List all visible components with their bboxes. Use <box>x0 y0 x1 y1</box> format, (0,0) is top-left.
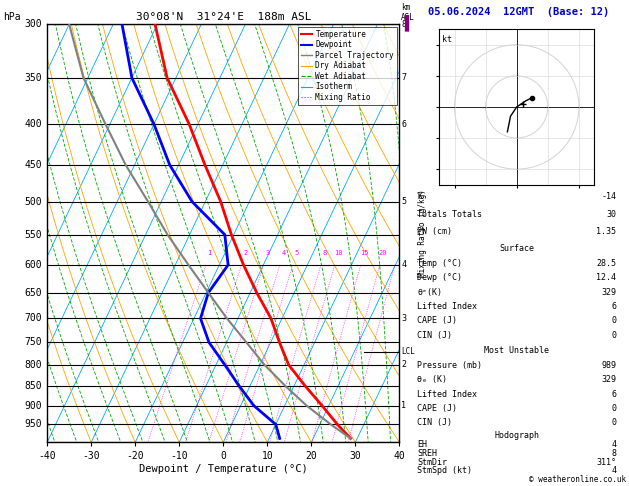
Text: 650: 650 <box>25 288 42 298</box>
Title: 30°08'N  31°24'E  188m ASL: 30°08'N 31°24'E 188m ASL <box>135 12 311 22</box>
Text: 850: 850 <box>25 381 42 391</box>
Text: Most Unstable: Most Unstable <box>484 347 549 355</box>
Text: 2: 2 <box>401 360 406 369</box>
Text: 05.06.2024  12GMT  (Base: 12): 05.06.2024 12GMT (Base: 12) <box>428 7 609 17</box>
Text: 15: 15 <box>360 250 369 256</box>
Text: 30: 30 <box>606 210 616 219</box>
Text: SREH: SREH <box>417 449 437 458</box>
Text: hPa: hPa <box>3 12 21 22</box>
Text: CIN (J): CIN (J) <box>417 418 452 427</box>
Text: θₑ (K): θₑ (K) <box>417 375 447 384</box>
Text: 800: 800 <box>25 360 42 370</box>
Text: CAPE (J): CAPE (J) <box>417 404 457 413</box>
Text: 311°: 311° <box>596 457 616 467</box>
Text: 3: 3 <box>265 250 269 256</box>
Text: ▌: ▌ <box>404 15 413 31</box>
Text: 10: 10 <box>334 250 342 256</box>
Text: 900: 900 <box>25 400 42 411</box>
Text: -14: -14 <box>601 192 616 201</box>
Text: 300: 300 <box>25 19 42 29</box>
Text: kt: kt <box>442 35 452 44</box>
Text: 0: 0 <box>611 331 616 340</box>
Text: 0: 0 <box>611 316 616 326</box>
Text: 3: 3 <box>401 314 406 323</box>
Text: 500: 500 <box>25 197 42 207</box>
Text: Mixing Ratio (g/kg): Mixing Ratio (g/kg) <box>418 190 427 277</box>
Text: 6: 6 <box>401 120 406 129</box>
Text: 2: 2 <box>243 250 247 256</box>
Text: 450: 450 <box>25 160 42 170</box>
Text: 28.5: 28.5 <box>596 259 616 268</box>
Text: 4: 4 <box>281 250 286 256</box>
Text: km
ASL: km ASL <box>401 3 415 22</box>
Text: 1: 1 <box>208 250 212 256</box>
Text: 4: 4 <box>611 467 616 475</box>
Text: 20: 20 <box>379 250 387 256</box>
Text: Lifted Index: Lifted Index <box>417 390 477 399</box>
Text: Temp (°C): Temp (°C) <box>417 259 462 268</box>
Text: 5: 5 <box>401 197 406 206</box>
Text: EH: EH <box>417 440 427 449</box>
Text: 4: 4 <box>401 260 406 269</box>
Text: LCL: LCL <box>401 347 415 356</box>
Legend: Temperature, Dewpoint, Parcel Trajectory, Dry Adiabat, Wet Adiabat, Isotherm, Mi: Temperature, Dewpoint, Parcel Trajectory… <box>298 27 397 105</box>
Text: Pressure (mb): Pressure (mb) <box>417 361 482 370</box>
Text: 600: 600 <box>25 260 42 270</box>
Text: Lifted Index: Lifted Index <box>417 302 477 311</box>
Text: 0: 0 <box>611 404 616 413</box>
Text: 750: 750 <box>25 337 42 347</box>
Text: 950: 950 <box>25 419 42 430</box>
Text: 329: 329 <box>601 288 616 296</box>
Text: 0: 0 <box>611 418 616 427</box>
Text: 550: 550 <box>25 230 42 240</box>
Text: 4: 4 <box>611 440 616 449</box>
Text: 1.35: 1.35 <box>596 227 616 236</box>
Text: StmSpd (kt): StmSpd (kt) <box>417 467 472 475</box>
X-axis label: Dewpoint / Temperature (°C): Dewpoint / Temperature (°C) <box>139 464 308 474</box>
Text: 8: 8 <box>401 20 406 29</box>
Text: © weatheronline.co.uk: © weatheronline.co.uk <box>529 474 626 484</box>
Text: 350: 350 <box>25 73 42 83</box>
Text: 7: 7 <box>401 73 406 82</box>
Text: 6: 6 <box>611 390 616 399</box>
Text: Totals Totals: Totals Totals <box>417 210 482 219</box>
Text: 6: 6 <box>611 302 616 311</box>
Text: 989: 989 <box>601 361 616 370</box>
Text: 8: 8 <box>611 449 616 458</box>
Text: 8: 8 <box>322 250 326 256</box>
Text: 700: 700 <box>25 313 42 324</box>
Text: StmDir: StmDir <box>417 457 447 467</box>
Text: PW (cm): PW (cm) <box>417 227 452 236</box>
Text: 12.4: 12.4 <box>596 273 616 282</box>
Text: Hodograph: Hodograph <box>494 431 539 440</box>
Text: θᵉ(K): θᵉ(K) <box>417 288 442 296</box>
Text: K: K <box>417 192 422 201</box>
Text: CIN (J): CIN (J) <box>417 331 452 340</box>
Text: 1: 1 <box>401 401 406 410</box>
Text: 400: 400 <box>25 119 42 129</box>
Text: Surface: Surface <box>499 244 534 253</box>
Text: Dewp (°C): Dewp (°C) <box>417 273 462 282</box>
Text: 329: 329 <box>601 375 616 384</box>
Text: 5: 5 <box>294 250 298 256</box>
Text: CAPE (J): CAPE (J) <box>417 316 457 326</box>
